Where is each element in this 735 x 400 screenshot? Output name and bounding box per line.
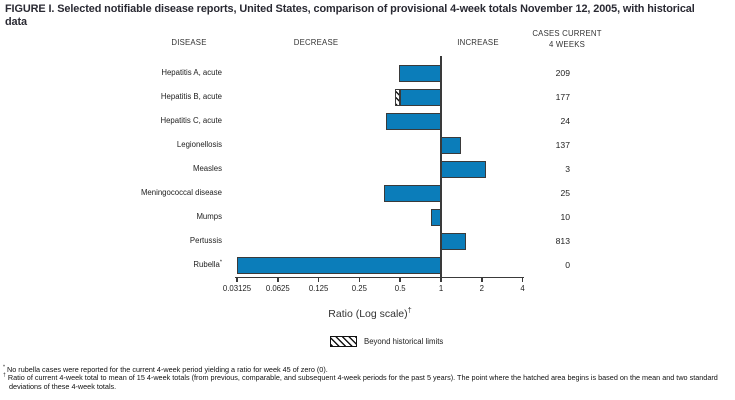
cases-current-value: 137 bbox=[555, 139, 570, 150]
column-header-disease: DISEASE bbox=[171, 38, 207, 47]
cases-current-value: 0 bbox=[565, 259, 570, 270]
disease-label: Mumps bbox=[196, 212, 222, 221]
ratio-bar bbox=[385, 112, 441, 130]
x-axis-tick bbox=[440, 277, 442, 282]
legend: Beyond historical limits bbox=[330, 336, 443, 347]
x-axis-label-dagger: † bbox=[407, 305, 412, 315]
cases-current-value: 209 bbox=[555, 67, 570, 78]
disease-label: Measles bbox=[192, 164, 222, 173]
column-header-increase: INCREASE bbox=[457, 38, 499, 47]
x-axis-tick-label: 0.0625 bbox=[265, 283, 290, 293]
disease-label: Rubella* bbox=[193, 259, 222, 269]
column-header-decrease: DECREASE bbox=[293, 38, 339, 47]
x-axis-line bbox=[235, 276, 524, 279]
column-header-cases-line2: 4 WEEKS bbox=[548, 40, 586, 49]
ratio-bar bbox=[237, 256, 441, 274]
cases-current-value: 24 bbox=[560, 115, 570, 126]
x-axis-tick bbox=[277, 277, 279, 282]
x-axis-tick-label: 1 bbox=[438, 283, 444, 293]
disease-label: Hepatitis A, acute bbox=[161, 68, 222, 77]
cases-current-value: 3 bbox=[565, 163, 570, 174]
footnotes: * No rubella cases were reported for the… bbox=[3, 364, 733, 391]
disease-label: Hepatitis B, acute bbox=[160, 92, 222, 101]
x-axis-tick-label: 0.25 bbox=[351, 283, 367, 293]
footnote-rubella: * No rubella cases were reported for the… bbox=[3, 364, 733, 374]
disease-label: Meningococcal disease bbox=[140, 188, 222, 197]
hatch-swatch-icon bbox=[330, 336, 357, 347]
baseline-ratio-1-line bbox=[440, 56, 442, 277]
footnote-asterisk-text: No rubella cases were reported for the c… bbox=[7, 365, 328, 374]
x-axis-tick bbox=[521, 277, 524, 282]
x-axis-tick bbox=[481, 277, 483, 282]
footnote-dagger-marker: † bbox=[3, 372, 6, 379]
ratio-bar bbox=[384, 184, 441, 202]
ratio-bar bbox=[431, 208, 441, 226]
cases-current-value: 813 bbox=[555, 235, 570, 246]
x-axis-tick bbox=[358, 277, 361, 282]
x-axis-tick-label: 0.03125 bbox=[222, 283, 252, 293]
disease-label: Hepatitis C, acute bbox=[160, 116, 222, 125]
x-axis-tick bbox=[399, 277, 401, 282]
cases-current-value: 10 bbox=[560, 211, 570, 222]
x-axis-tick bbox=[236, 277, 238, 282]
x-axis-tick-label: 2 bbox=[479, 283, 484, 293]
column-header-cases-line1: CASES CURRENT bbox=[532, 29, 602, 38]
x-axis-label: Ratio (Log scale)† bbox=[328, 305, 412, 320]
ratio-bar bbox=[441, 160, 486, 178]
disease-label: Pertussis bbox=[189, 236, 222, 245]
ratio-bar bbox=[441, 136, 462, 154]
footnote-ratio: † Ratio of current 4-week total to mean … bbox=[3, 372, 733, 391]
ratio-bar bbox=[399, 64, 441, 82]
figure-title: FIGURE I. Selected notifiable disease re… bbox=[5, 3, 695, 28]
x-axis-tick-label: 0.5 bbox=[394, 283, 406, 293]
beyond-limit-hatch bbox=[395, 88, 401, 106]
footnote-asterisk-marker: * bbox=[3, 364, 5, 371]
legend-label: Beyond historical limits bbox=[364, 337, 444, 346]
footnote-dagger-text: Ratio of current 4-week total to mean of… bbox=[7, 373, 718, 391]
x-axis-tick-label: 0.125 bbox=[308, 283, 329, 293]
x-axis-tick-label: 4 bbox=[520, 283, 525, 293]
x-axis-tick bbox=[317, 277, 320, 282]
cases-current-value: 25 bbox=[560, 187, 570, 198]
disease-label: Legionellosis bbox=[176, 140, 222, 149]
ratio-bar bbox=[400, 88, 441, 106]
x-axis-label-text: Ratio (Log scale) bbox=[328, 308, 408, 320]
cases-current-value: 177 bbox=[555, 91, 570, 102]
ratio-bar bbox=[441, 232, 467, 250]
